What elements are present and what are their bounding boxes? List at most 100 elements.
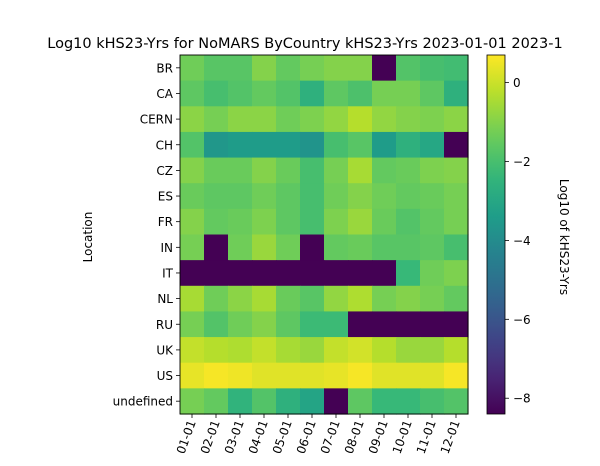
heatmap-cell bbox=[204, 80, 229, 107]
y-tick-label: CH bbox=[156, 138, 173, 152]
heatmap-cell bbox=[372, 80, 397, 107]
heatmap-cell bbox=[300, 157, 325, 184]
y-tick-label: CERN bbox=[140, 113, 173, 127]
heatmap-cell bbox=[228, 337, 253, 364]
heatmap-cell bbox=[180, 55, 205, 82]
heatmap-cell bbox=[300, 55, 325, 82]
heatmap-cell bbox=[444, 80, 469, 107]
heatmap-cell bbox=[420, 106, 445, 133]
y-tick-label: IN bbox=[160, 241, 173, 255]
heatmap-cell bbox=[324, 311, 349, 338]
heatmap-cell bbox=[372, 183, 397, 210]
heatmap-cell bbox=[396, 157, 421, 184]
heatmap-cell bbox=[444, 106, 469, 133]
heatmap-cell bbox=[276, 234, 301, 261]
heatmap-cell bbox=[252, 362, 277, 389]
heatmap-cell bbox=[252, 388, 277, 415]
heatmap-cell bbox=[228, 388, 253, 415]
heatmap-cell bbox=[420, 208, 445, 236]
chart-title: Log10 kHS23-Yrs for NoMARS ByCountry kHS… bbox=[47, 36, 562, 52]
heatmap-cell bbox=[348, 311, 373, 338]
heatmap-cell bbox=[276, 131, 301, 159]
heatmap-cell bbox=[228, 260, 253, 287]
heatmap-cell bbox=[204, 157, 229, 184]
heatmap-cell bbox=[252, 234, 277, 261]
heatmap-cell bbox=[396, 388, 421, 415]
heatmap-cell bbox=[300, 234, 325, 261]
heatmap-cell bbox=[396, 131, 421, 159]
heatmap-cell bbox=[228, 311, 253, 338]
heatmap-cell bbox=[228, 106, 253, 133]
heatmap-cell bbox=[180, 234, 205, 261]
heatmap-cell bbox=[300, 80, 325, 107]
heatmap-cell bbox=[204, 388, 229, 415]
heatmap-cell bbox=[228, 55, 253, 82]
heatmap-cell bbox=[324, 285, 349, 313]
heatmap-cell bbox=[372, 285, 397, 313]
heatmap-cell bbox=[324, 234, 349, 261]
y-tick-label: RU bbox=[156, 318, 173, 332]
heatmap-cell bbox=[396, 337, 421, 364]
x-tick-label: 12-01 bbox=[438, 418, 463, 456]
colorbar-ticks: 0 −2 −4 −6 −8 bbox=[505, 76, 531, 406]
y-tick-label: US bbox=[157, 369, 173, 383]
heatmap-cell bbox=[300, 208, 325, 236]
heatmap-cell bbox=[324, 337, 349, 364]
heatmap-cell bbox=[444, 285, 469, 313]
y-tick-label: undefined bbox=[113, 395, 173, 409]
heatmap-cell bbox=[372, 157, 397, 184]
heatmap-cell bbox=[444, 337, 469, 364]
heatmap-cell bbox=[444, 208, 469, 236]
heatmap-cell bbox=[372, 208, 397, 236]
heatmap-cell bbox=[324, 260, 349, 287]
x-tick-label: 09-01 bbox=[366, 418, 391, 456]
heatmap-cell bbox=[276, 362, 301, 389]
heatmap-cell bbox=[204, 55, 229, 82]
heatmap-cell bbox=[228, 183, 253, 210]
heatmap-cell bbox=[180, 285, 205, 313]
heatmap-cell bbox=[180, 157, 205, 184]
heatmap-cell bbox=[444, 260, 469, 287]
heatmap-cell bbox=[348, 234, 373, 261]
heatmap-cell bbox=[348, 362, 373, 389]
heatmap-cell bbox=[324, 106, 349, 133]
heatmap-cell bbox=[444, 388, 469, 415]
y-tick-label: CA bbox=[156, 87, 173, 101]
heatmap-cell bbox=[396, 106, 421, 133]
heatmap-cell bbox=[372, 234, 397, 261]
x-tick-label: 03-01 bbox=[222, 418, 247, 456]
heatmap-cell bbox=[372, 337, 397, 364]
heatmap-cell bbox=[420, 234, 445, 261]
heatmap-cell bbox=[276, 157, 301, 184]
heatmap-cell bbox=[444, 362, 469, 389]
heatmap-cell bbox=[228, 285, 253, 313]
x-tick-label: 07-01 bbox=[318, 418, 343, 456]
heatmap-cell bbox=[420, 311, 445, 338]
heatmap-cell bbox=[276, 337, 301, 364]
colorbar bbox=[486, 54, 506, 415]
heatmap-cell bbox=[348, 285, 373, 313]
heatmap-cell bbox=[228, 208, 253, 236]
y-tick-label: CZ bbox=[156, 164, 173, 178]
colorbar-tick-label: −6 bbox=[513, 313, 531, 327]
plot-frame bbox=[179, 54, 469, 415]
heatmap-cell bbox=[420, 388, 445, 415]
heatmap-cell bbox=[444, 157, 469, 184]
heatmap-cell bbox=[204, 131, 229, 159]
x-tick-label: 01-01 bbox=[174, 418, 199, 456]
heatmap-cell bbox=[276, 106, 301, 133]
heatmap-cell bbox=[180, 388, 205, 415]
heatmap-cell bbox=[204, 337, 229, 364]
heatmap-cell bbox=[420, 362, 445, 389]
heatmap-cell bbox=[204, 208, 229, 236]
y-axis-ticks: BR CA CERN CH CZ ES FR IN IT NL RU UK US undefined bbox=[113, 61, 180, 409]
colorbar-tick-label: 0 bbox=[513, 76, 521, 90]
heatmap-cell bbox=[300, 362, 325, 389]
x-tick-label: 02-01 bbox=[198, 418, 223, 456]
heatmap-cell bbox=[372, 55, 397, 82]
heatmap-cell bbox=[348, 80, 373, 107]
heatmap-cell bbox=[204, 311, 229, 338]
heatmap-cell bbox=[348, 131, 373, 159]
